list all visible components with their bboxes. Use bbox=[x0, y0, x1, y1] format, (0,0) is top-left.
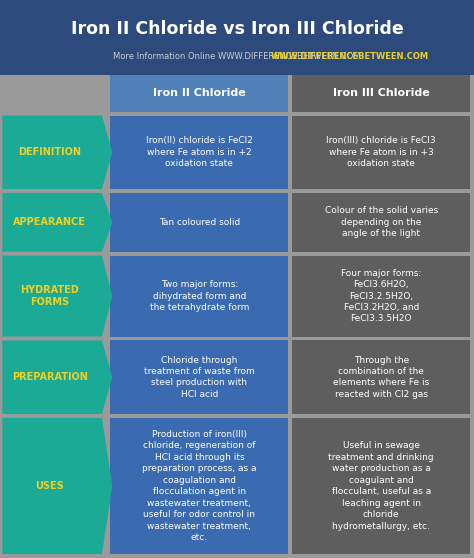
FancyBboxPatch shape bbox=[292, 116, 470, 189]
FancyBboxPatch shape bbox=[0, 0, 474, 75]
Polygon shape bbox=[2, 256, 112, 336]
FancyBboxPatch shape bbox=[292, 340, 470, 414]
Text: Chloride through
treatment of waste from
steel production with
HCl acid: Chloride through treatment of waste from… bbox=[144, 355, 255, 399]
Text: Iron II Chloride: Iron II Chloride bbox=[153, 89, 246, 98]
FancyBboxPatch shape bbox=[110, 193, 288, 252]
Text: PREPARATION: PREPARATION bbox=[12, 372, 88, 382]
FancyBboxPatch shape bbox=[292, 75, 470, 112]
FancyBboxPatch shape bbox=[292, 418, 470, 554]
Text: APPEARANCE: APPEARANCE bbox=[13, 217, 86, 227]
Text: HYDRATED
FORMS: HYDRATED FORMS bbox=[20, 285, 79, 307]
FancyBboxPatch shape bbox=[110, 256, 288, 336]
Text: Colour of the solid varies
depending on the
angle of the light: Colour of the solid varies depending on … bbox=[325, 206, 438, 238]
Text: Tan coloured solid: Tan coloured solid bbox=[159, 218, 240, 227]
Polygon shape bbox=[2, 418, 112, 554]
Text: Iron III Chloride: Iron III Chloride bbox=[333, 89, 429, 98]
Text: Through the
combination of the
elements where Fe is
reacted with Cl2 gas: Through the combination of the elements … bbox=[333, 355, 429, 399]
Text: Iron(II) chloride is FeCl2
where Fe atom is in +2
oxidation state: Iron(II) chloride is FeCl2 where Fe atom… bbox=[146, 136, 253, 168]
Text: Useful in sewage
treatment and drinking
water production as a
coagulant and
floc: Useful in sewage treatment and drinking … bbox=[328, 441, 434, 531]
FancyBboxPatch shape bbox=[110, 116, 288, 189]
Text: Two major forms:
dihydrated form and
the tetrahydrate form: Two major forms: dihydrated form and the… bbox=[150, 280, 249, 312]
Text: Iron(III) chloride is FeCl3
where Fe atom is in +3
oxidation state: Iron(III) chloride is FeCl3 where Fe ato… bbox=[327, 136, 436, 168]
FancyBboxPatch shape bbox=[292, 256, 470, 336]
FancyBboxPatch shape bbox=[292, 193, 470, 252]
Text: Production of iron(III)
chloride, regeneration of
HCl acid through its
preparati: Production of iron(III) chloride, regene… bbox=[142, 430, 257, 542]
Text: USES: USES bbox=[36, 481, 64, 491]
FancyBboxPatch shape bbox=[110, 418, 288, 554]
Polygon shape bbox=[2, 193, 112, 252]
FancyBboxPatch shape bbox=[110, 75, 288, 112]
Text: More Information Online WWW.DIFFERENCEBETWEEN.COM: More Information Online WWW.DIFFERENCEBE… bbox=[113, 52, 361, 61]
Text: WWW.DIFFERENCEBETWEEN.COM: WWW.DIFFERENCEBETWEEN.COM bbox=[271, 52, 429, 61]
Polygon shape bbox=[2, 116, 112, 189]
FancyBboxPatch shape bbox=[110, 340, 288, 414]
Polygon shape bbox=[2, 340, 112, 414]
Text: Four major forms:
FeCl3.6H2O,
FeCl3.2.5H2O,
FeCl3.2H2O, and
FeCl3.3.5H2O: Four major forms: FeCl3.6H2O, FeCl3.2.5H… bbox=[341, 269, 421, 324]
Text: Iron II Chloride vs Iron III Chloride: Iron II Chloride vs Iron III Chloride bbox=[71, 20, 403, 37]
Text: DEFINITION: DEFINITION bbox=[18, 147, 81, 157]
